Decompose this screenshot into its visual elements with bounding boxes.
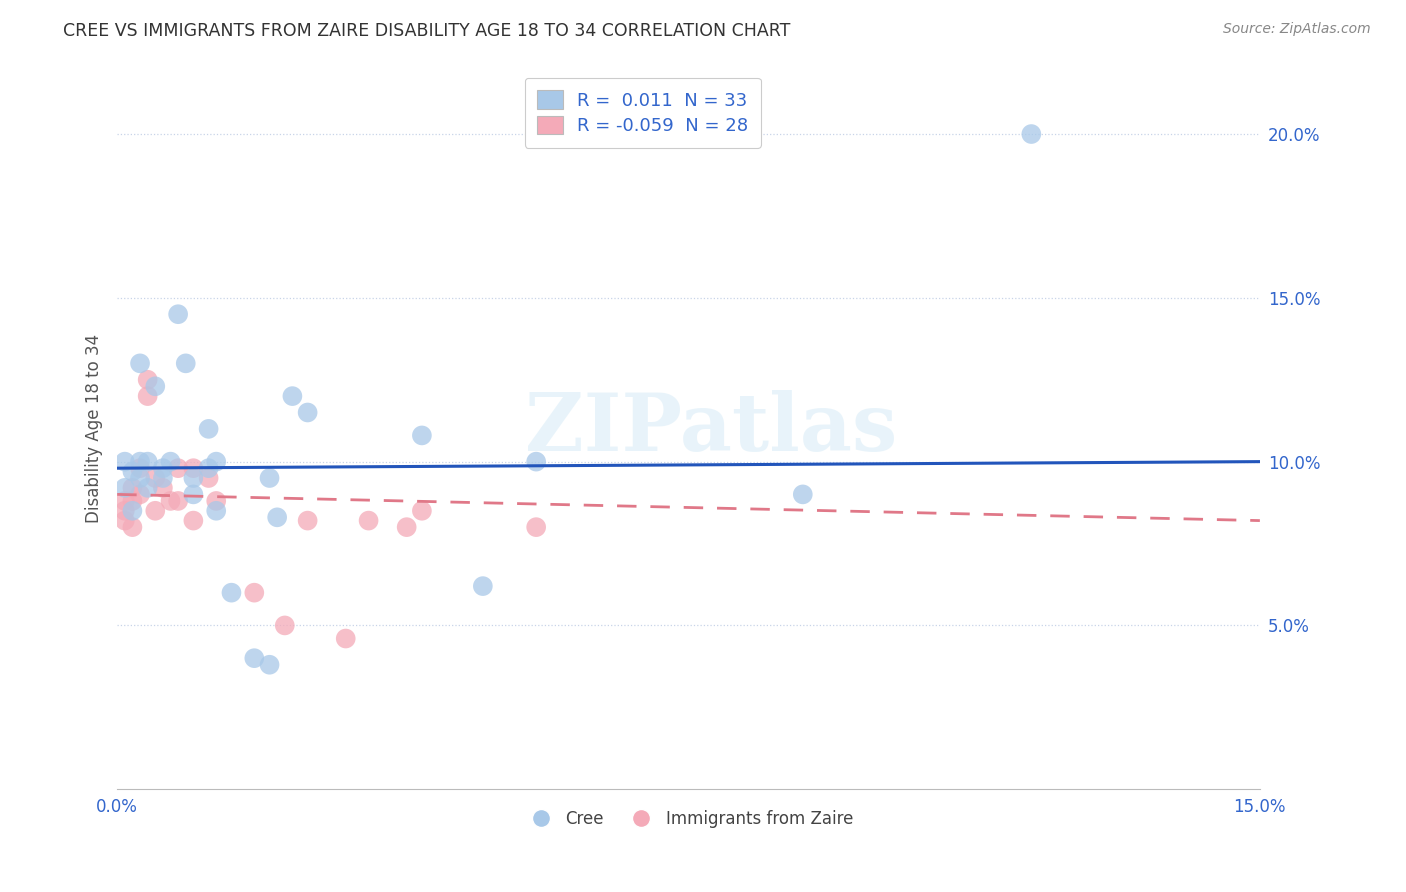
Point: [471, 579, 494, 593]
Legend: Cree, Immigrants from Zaire: Cree, Immigrants from Zaire: [517, 804, 860, 835]
Point: [335, 632, 357, 646]
Point: [221, 585, 243, 599]
Point: [152, 481, 174, 495]
Point: [167, 461, 190, 475]
Point: [114, 514, 136, 528]
Point: [114, 504, 136, 518]
Point: [411, 504, 433, 518]
Point: [129, 461, 152, 475]
Y-axis label: Disability Age 18 to 34: Disability Age 18 to 34: [86, 334, 103, 524]
Point: [159, 455, 181, 469]
Point: [121, 494, 143, 508]
Point: [183, 514, 205, 528]
Point: [136, 481, 159, 495]
Point: [136, 389, 159, 403]
Text: Source: ZipAtlas.com: Source: ZipAtlas.com: [1223, 22, 1371, 37]
Point: [197, 461, 219, 475]
Point: [259, 471, 281, 485]
Point: [411, 428, 433, 442]
Text: ZIPatlas: ZIPatlas: [526, 390, 897, 468]
Point: [297, 514, 319, 528]
Point: [152, 461, 174, 475]
Point: [197, 422, 219, 436]
Point: [395, 520, 418, 534]
Point: [143, 504, 166, 518]
Point: [297, 405, 319, 419]
Point: [792, 487, 814, 501]
Point: [243, 585, 266, 599]
Point: [281, 389, 304, 403]
Point: [243, 651, 266, 665]
Point: [205, 494, 228, 508]
Point: [167, 494, 190, 508]
Point: [129, 487, 152, 501]
Point: [114, 455, 136, 469]
Point: [274, 618, 297, 632]
Point: [129, 356, 152, 370]
Point: [1021, 127, 1043, 141]
Point: [114, 494, 136, 508]
Point: [121, 520, 143, 534]
Point: [121, 481, 143, 495]
Point: [205, 504, 228, 518]
Point: [183, 471, 205, 485]
Point: [197, 471, 219, 485]
Point: [143, 471, 166, 485]
Point: [524, 520, 547, 534]
Point: [136, 373, 159, 387]
Point: [121, 504, 143, 518]
Point: [129, 455, 152, 469]
Point: [357, 514, 380, 528]
Point: [259, 657, 281, 672]
Point: [167, 307, 190, 321]
Point: [205, 455, 228, 469]
Point: [183, 487, 205, 501]
Point: [152, 471, 174, 485]
Point: [121, 465, 143, 479]
Point: [136, 455, 159, 469]
Point: [524, 455, 547, 469]
Point: [183, 461, 205, 475]
Point: [174, 356, 197, 370]
Point: [129, 471, 152, 485]
Point: [143, 379, 166, 393]
Text: CREE VS IMMIGRANTS FROM ZAIRE DISABILITY AGE 18 TO 34 CORRELATION CHART: CREE VS IMMIGRANTS FROM ZAIRE DISABILITY…: [63, 22, 790, 40]
Point: [114, 481, 136, 495]
Point: [159, 494, 181, 508]
Point: [266, 510, 288, 524]
